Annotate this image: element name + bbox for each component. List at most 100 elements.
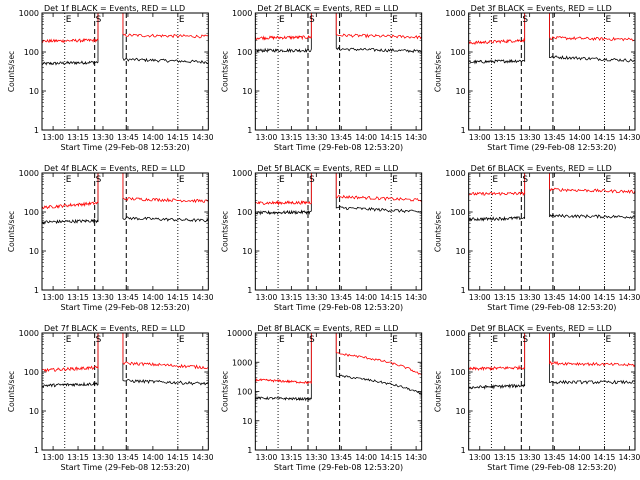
x-tick-label: 13:30 — [306, 293, 328, 302]
panel-title: Det 7f BLACK = Events, RED = LLD — [44, 324, 185, 333]
y-axis-label: Counts/sec — [434, 371, 443, 412]
marker-label-e: E — [605, 335, 611, 345]
x-tick-label: 13:45 — [117, 453, 139, 462]
marker-label-e: E — [279, 335, 285, 345]
marker-label-e: E — [392, 335, 398, 345]
series-events — [549, 173, 635, 220]
x-axis-label: Start Time (29-Feb-08 12:53:20) — [487, 303, 616, 312]
marker-label-e: E — [66, 175, 72, 185]
marker-label-s: S — [309, 335, 315, 345]
panel-title: Det 5f BLACK = Events, RED = LLD — [257, 164, 398, 173]
x-tick-label: 14:00 — [569, 453, 591, 462]
y-tick-label: 10 — [242, 417, 252, 426]
marker-label-s: S — [522, 175, 528, 185]
marker-label-s: S — [96, 335, 102, 345]
x-tick-label: 14:00 — [355, 133, 377, 142]
marker-label-e: E — [492, 175, 498, 185]
series-events — [122, 173, 209, 223]
y-tick-label: 1000 — [445, 9, 465, 18]
series-events — [122, 13, 209, 65]
x-tick-label: 14:00 — [142, 453, 164, 462]
series-events — [255, 173, 312, 216]
x-tick-label: 13:30 — [519, 133, 541, 142]
y-tick-label: 1 — [461, 286, 466, 295]
y-tick-label: 1 — [461, 126, 466, 135]
y-tick-label: 100 — [237, 48, 252, 57]
x-tick-label: 13:00 — [469, 293, 491, 302]
marker-label-s: S — [522, 335, 528, 345]
x-tick-label: 14:00 — [569, 293, 591, 302]
x-tick-label: 13:00 — [256, 453, 278, 462]
x-tick-label: 13:00 — [42, 453, 64, 462]
series-lld — [255, 173, 312, 206]
x-tick-label: 14:15 — [167, 453, 189, 462]
series-lld — [335, 13, 422, 40]
y-tick-label: 1 — [34, 286, 39, 295]
x-tick-label: 13:00 — [469, 453, 491, 462]
plot-frame — [254, 332, 423, 451]
plot-frame — [41, 12, 209, 131]
series-events — [468, 13, 526, 65]
x-tick-label: 13:45 — [330, 133, 352, 142]
y-tick-label: 1 — [247, 446, 252, 455]
x-axis-label: Start Time (29-Feb-08 12:53:20) — [61, 303, 190, 312]
y-tick-label: 100 — [450, 368, 465, 377]
series-events — [42, 13, 99, 66]
y-tick-label: 100 — [24, 48, 39, 57]
x-tick-label: 13:15 — [494, 293, 516, 302]
panel-title: Det 6f BLACK = Events, RED = LLD — [471, 164, 612, 173]
series-events — [549, 13, 635, 63]
y-tick-label: 10 — [455, 407, 465, 416]
x-tick-label: 13:00 — [469, 133, 491, 142]
panel-title: Det 9f BLACK = Events, RED = LLD — [471, 324, 612, 333]
series-events — [255, 333, 312, 402]
panel-det-8: Det 8f BLACK = Events, RED = LLD E S E 1 10 10… — [220, 324, 427, 472]
y-tick-label: 10 — [29, 407, 39, 416]
series-lld — [255, 333, 312, 385]
y-tick-label: 1 — [247, 126, 252, 135]
y-tick-label: 1 — [461, 446, 466, 455]
x-tick-label: 13:45 — [544, 133, 566, 142]
panel-det-6: Det 6f BLACK = Events, RED = LLD E S E 1 10 10… — [434, 164, 640, 312]
y-tick-label: 100 — [24, 208, 39, 217]
series-lld — [255, 13, 312, 41]
y-axis-label: Counts/sec — [434, 51, 443, 92]
y-axis-label: Counts/sec — [434, 211, 443, 252]
x-tick-label: 14:15 — [380, 293, 402, 302]
y-tick-label: 1000 — [445, 329, 465, 338]
plot-frame — [41, 172, 209, 291]
series-lld — [468, 173, 526, 197]
plot-frame — [468, 12, 636, 131]
y-tick-label: 10 — [455, 247, 465, 256]
y-axis-label: Counts/sec — [220, 51, 229, 92]
panel-det-2: Det 2f BLACK = Events, RED = LLD E S E 1 10 10… — [220, 4, 427, 152]
marker-label-e: E — [179, 335, 185, 345]
x-tick-label: 13:30 — [92, 293, 114, 302]
y-tick-label: 10 — [242, 87, 252, 96]
x-tick-label: 13:15 — [494, 133, 516, 142]
y-tick-label: 10 — [455, 87, 465, 96]
x-tick-label: 13:15 — [67, 453, 89, 462]
x-tick-label: 14:30 — [192, 293, 214, 302]
series-lld — [468, 13, 526, 46]
x-tick-label: 13:45 — [117, 293, 139, 302]
y-axis-label: Counts/sec — [7, 371, 16, 412]
y-axis-label: Counts/sec — [7, 211, 16, 252]
y-tick-label: 10000 — [227, 329, 252, 338]
panel-title: Det 1f BLACK = Events, RED = LLD — [44, 4, 185, 13]
plot-frame — [468, 332, 636, 451]
series-lld — [335, 173, 422, 203]
series-lld — [335, 333, 422, 376]
marker-label-e: E — [179, 15, 185, 25]
y-axis-label: Counts/sec — [220, 371, 229, 412]
series-lld — [122, 13, 209, 39]
y-tick-label: 100 — [450, 208, 465, 217]
panel-det-1: Det 1f BLACK = Events, RED = LLD E S E 1 10 10… — [7, 4, 214, 152]
series-events — [335, 13, 422, 54]
x-tick-label: 14:30 — [405, 453, 427, 462]
x-tick-label: 14:15 — [380, 453, 402, 462]
y-tick-label: 1 — [34, 126, 39, 135]
series-lld — [42, 13, 99, 44]
x-tick-label: 13:30 — [519, 453, 541, 462]
